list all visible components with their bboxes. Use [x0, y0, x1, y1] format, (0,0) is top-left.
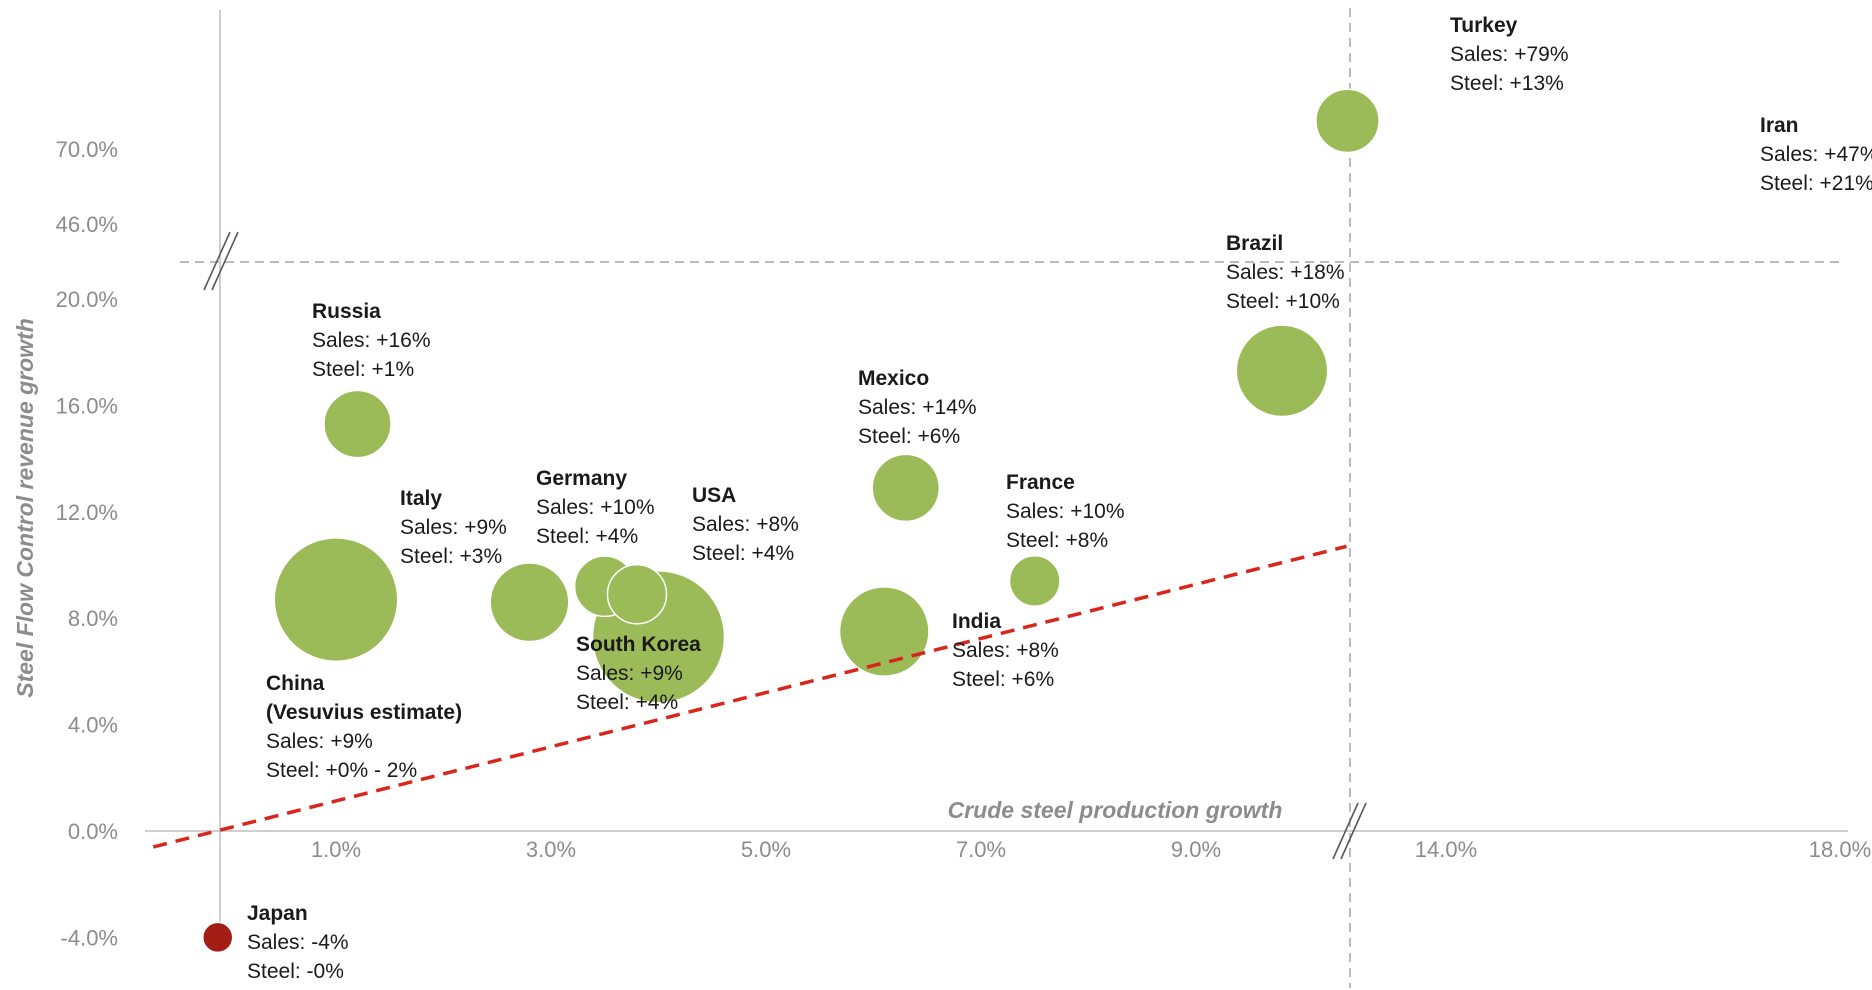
label-italy-line: Sales: +9%	[400, 516, 507, 539]
x-axis-break-marker	[1332, 802, 1367, 860]
label-mexico-line: Sales: +14%	[858, 396, 977, 419]
label-south-korea: South Korea Sales: +9% Steel: +4%	[576, 633, 701, 714]
y-tick-label: 0.0%	[68, 819, 118, 844]
y-tick-label: 16.0%	[56, 393, 118, 418]
y-tick-label: 12.0%	[56, 500, 118, 525]
label-japan-name: Japan	[247, 902, 308, 925]
label-china-line: Steel: +0% - 2%	[266, 759, 417, 782]
label-russia-line: Sales: +16%	[312, 329, 431, 352]
bubble-turkey	[1315, 88, 1380, 154]
label-russia-name: Russia	[312, 300, 381, 323]
label-brazil: Brazil Sales: +18% Steel: +10%	[1226, 232, 1345, 313]
label-china: China (Vesuvius estimate) Sales: +9% Steel:…	[266, 672, 462, 782]
x-tick-label: 18.0%	[1809, 837, 1871, 862]
bubble-france	[1008, 555, 1061, 607]
x-tick-label: 3.0%	[526, 837, 576, 862]
x-tick-label: 14.0%	[1415, 837, 1477, 862]
label-france-line: Steel: +8%	[1006, 529, 1108, 552]
label-south-korea-name: South Korea	[576, 633, 701, 656]
bubble-japan	[202, 921, 234, 954]
label-usa: USA Sales: +8% Steel: +4%	[692, 484, 799, 565]
label-iran-line: Steel: +21%	[1760, 172, 1872, 195]
label-mexico-line: Steel: +6%	[858, 425, 960, 448]
label-germany-line: Steel: +4%	[536, 525, 638, 548]
x-tick-label: 5.0%	[741, 837, 791, 862]
label-india: India Sales: +8% Steel: +6%	[952, 610, 1059, 691]
label-italy-line: Steel: +3%	[400, 545, 502, 568]
y-tick-label: -4.0%	[61, 925, 118, 950]
label-china-name: China	[266, 672, 325, 695]
label-germany: Germany Sales: +10% Steel: +4%	[536, 467, 655, 548]
bubble-mexico	[871, 453, 941, 523]
y-tick-label: 20.0%	[56, 287, 118, 312]
label-india-line: Sales: +8%	[952, 639, 1059, 662]
y-tick-label: 4.0%	[68, 713, 118, 738]
x-tick-label: 1.0%	[311, 837, 361, 862]
label-germany-line: Sales: +10%	[536, 496, 655, 519]
y-axis-title: Steel Flow Control revenue growth	[12, 318, 38, 698]
bubble-china	[273, 537, 399, 663]
bubble-india	[838, 586, 930, 677]
bubble-russia	[323, 389, 392, 459]
label-india-line: Steel: +6%	[952, 668, 1054, 691]
label-japan-line: Sales: -4%	[247, 931, 349, 954]
bubble-italy	[489, 562, 570, 643]
label-turkey: Turkey Sales: +79% Steel: +13%	[1450, 14, 1569, 95]
label-south-korea-line: Steel: +4%	[576, 691, 678, 714]
label-italy-name: Italy	[400, 487, 442, 510]
label-mexico-name: Mexico	[858, 367, 929, 390]
label-india-name: India	[952, 610, 1001, 633]
y-axis-break-marker	[203, 231, 239, 291]
label-france-line: Sales: +10%	[1006, 500, 1125, 523]
label-brazil-line: Steel: +10%	[1226, 290, 1340, 313]
y-tick-label: 8.0%	[68, 606, 118, 631]
label-brazil-name: Brazil	[1226, 232, 1283, 255]
label-japan-line: Steel: -0%	[247, 960, 344, 983]
x-axis-title: Crude steel production growth	[948, 797, 1283, 823]
label-china-line: (Vesuvius estimate)	[266, 701, 462, 724]
label-france-name: France	[1006, 471, 1075, 494]
label-iran-line: Sales: +47%	[1760, 143, 1872, 166]
x-tick-label: 9.0%	[1171, 837, 1221, 862]
label-mexico: Mexico Sales: +14% Steel: +6%	[858, 367, 977, 448]
label-russia-line: Steel: +1%	[312, 358, 414, 381]
x-tick-label: 7.0%	[956, 837, 1006, 862]
label-iran: Iran Sales: +47% Steel: +21%	[1760, 114, 1872, 195]
label-italy: Italy Sales: +9% Steel: +3%	[400, 487, 507, 568]
label-turkey-line: Sales: +79%	[1450, 43, 1569, 66]
label-brazil-line: Sales: +18%	[1226, 261, 1345, 284]
label-france: France Sales: +10% Steel: +8%	[1006, 471, 1125, 552]
label-germany-name: Germany	[536, 467, 627, 490]
label-usa-name: USA	[692, 484, 736, 507]
y-tick-label: 70.0%	[56, 137, 118, 162]
label-china-line: Sales: +9%	[266, 730, 373, 753]
y-tick-label: 46.0%	[56, 212, 118, 237]
label-japan: Japan Sales: -4% Steel: -0%	[247, 902, 349, 983]
label-south-korea-line: Sales: +9%	[576, 662, 683, 685]
label-usa-line: Steel: +4%	[692, 542, 794, 565]
label-turkey-line: Steel: +13%	[1450, 72, 1564, 95]
label-russia: Russia Sales: +16% Steel: +1%	[312, 300, 431, 381]
label-turkey-name: Turkey	[1450, 14, 1518, 37]
trend-line	[152, 544, 1347, 849]
label-usa-line: Sales: +8%	[692, 513, 799, 536]
bubble-usa	[606, 563, 668, 625]
bubble-brazil	[1235, 324, 1329, 418]
label-iran-name: Iran	[1760, 114, 1799, 137]
